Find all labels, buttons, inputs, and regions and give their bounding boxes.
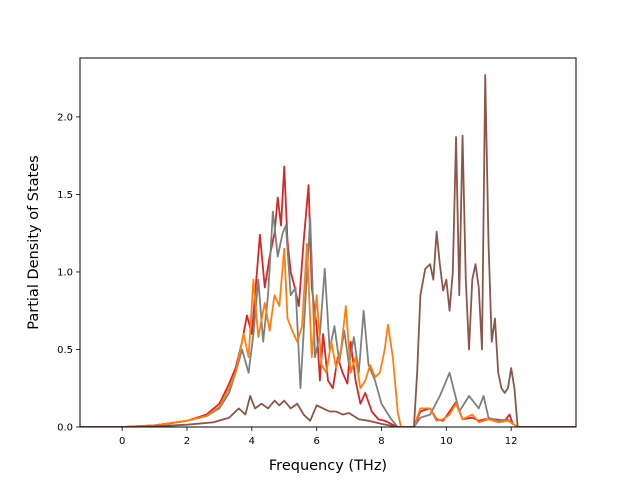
y-axis-ticks: 0.0 0.5 1.0 1.5 2.0 xyxy=(57,112,80,434)
y-tick-label-4: 2.0 xyxy=(57,112,73,123)
series-line-2 xyxy=(80,243,576,427)
y-tick-label-3: 1.5 xyxy=(57,190,73,201)
y-tick-label-0: 0.0 xyxy=(57,423,73,434)
series-layer xyxy=(80,74,576,427)
x-axis-ticks: 0 2 4 6 8 10 12 xyxy=(119,427,518,447)
plot-frame xyxy=(79,57,577,428)
x-tick-label-4: 8 xyxy=(378,436,384,447)
x-tick-label-0: 0 xyxy=(119,436,125,447)
x-tick-label-2: 4 xyxy=(249,436,255,447)
x-tick-label-5: 10 xyxy=(440,436,453,447)
series-line-3 xyxy=(80,74,576,427)
series-line-1 xyxy=(80,210,576,427)
x-axis-label: Frequency (THz) xyxy=(269,458,387,474)
y-axis-label: Partial Density of States xyxy=(26,155,42,329)
y-tick-label-1: 0.5 xyxy=(57,345,73,356)
y-tick-label-2: 1.0 xyxy=(57,267,73,278)
x-tick-label-1: 2 xyxy=(184,436,190,447)
x-tick-label-3: 6 xyxy=(313,436,319,447)
x-tick-label-6: 12 xyxy=(505,436,518,447)
